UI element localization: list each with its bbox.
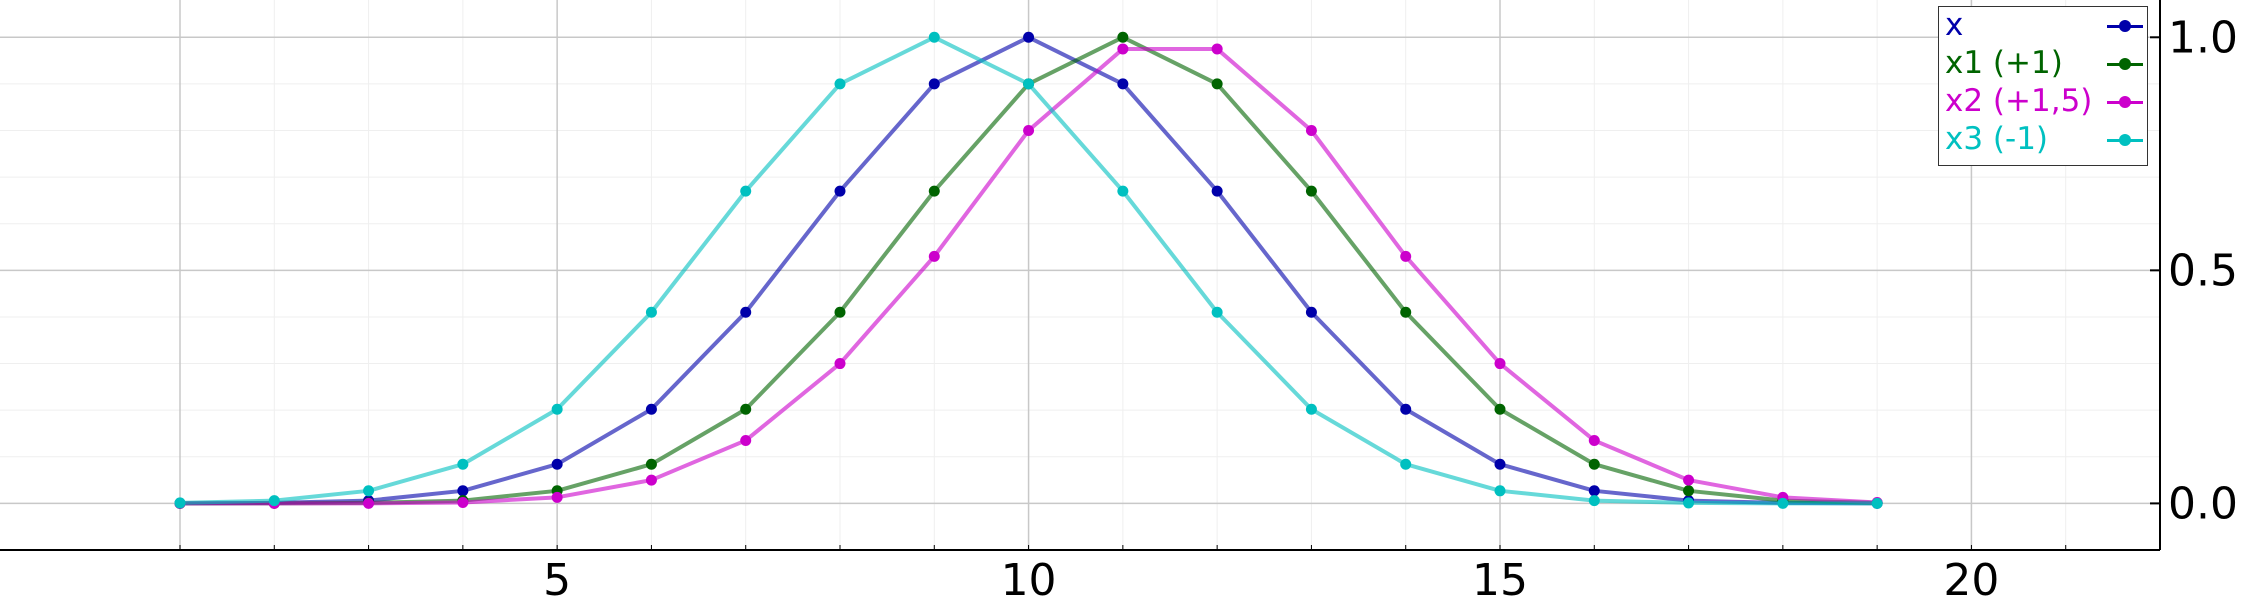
series-3-point (645, 474, 657, 486)
series-1-point (645, 403, 657, 415)
series-4-point (1023, 78, 1035, 90)
tick-labels: 5 10 15 20 0.0 0.5 1.0 (543, 12, 2238, 600)
series-4-point (1117, 185, 1129, 197)
series-2-point (928, 185, 940, 197)
series-4-point (1777, 497, 1789, 509)
series-4-point (1305, 403, 1317, 415)
series-1-point (1023, 31, 1035, 43)
legend-label: x (1945, 7, 1964, 43)
series-2-point (1305, 185, 1317, 197)
series-4-point (740, 185, 752, 197)
series-1-point (1305, 306, 1317, 318)
legend: x x1 (+1) x2 (+1,5) x3 (-1) (1938, 6, 2148, 166)
series-layer (174, 31, 1883, 509)
series-3-point (457, 496, 469, 508)
legend-label: x3 (-1) (1945, 121, 2049, 157)
series-3-point (740, 434, 752, 446)
series-4-point (1588, 495, 1600, 507)
series-2-point (645, 458, 657, 470)
series-3-point (928, 250, 940, 262)
axes (0, 0, 2161, 551)
legend-entry: x1 (+1) (1939, 45, 2149, 85)
series-1-point (1494, 458, 1506, 470)
series-4-point (1494, 485, 1506, 497)
series-3-point (1305, 125, 1317, 137)
series-3-point (1400, 250, 1412, 262)
series-3-point (1023, 125, 1035, 137)
series-4-point (268, 495, 280, 507)
legend-entry: x (1939, 7, 2149, 47)
series-4-point (928, 31, 940, 43)
series-4-point (174, 497, 186, 509)
legend-marker (2119, 96, 2131, 108)
series-3-point (363, 497, 375, 509)
series-4-point (457, 458, 469, 470)
plot-background (0, 0, 2160, 550)
series-2-point (834, 306, 846, 318)
series-3-point (1588, 434, 1600, 446)
series-3-point (1683, 474, 1695, 486)
series-1-point (928, 78, 940, 90)
series-4-point (1211, 306, 1223, 318)
series-2-point (1400, 306, 1412, 318)
x-tick-label: 15 (1472, 555, 1528, 600)
series-2-point (1211, 78, 1223, 90)
series-2-point (1683, 485, 1695, 497)
legend-marker (2119, 58, 2131, 70)
series-2-point (1117, 31, 1129, 43)
series-2-point (1588, 458, 1600, 470)
series-1-point (834, 185, 846, 197)
legend-marker (2119, 20, 2131, 32)
series-4-point (645, 306, 657, 318)
legend-entry: x2 (+1,5) (1939, 83, 2149, 123)
legend-entry: x3 (-1) (1939, 121, 2149, 161)
x-tick-label: 5 (543, 555, 571, 600)
series-1-point (457, 485, 469, 497)
series-3-point (1117, 43, 1129, 55)
series-1-point (1211, 185, 1223, 197)
series-1-point (551, 458, 563, 470)
legend-marker (2119, 134, 2131, 146)
series-1-point (1588, 485, 1600, 497)
series-2-point (740, 403, 752, 415)
series-3-point (1494, 358, 1506, 370)
series-4-point (834, 78, 846, 90)
series-4-point (1400, 458, 1412, 470)
series-3-point (1211, 43, 1223, 55)
series-3-point (834, 358, 846, 370)
series-4-point (551, 403, 563, 415)
series-1-point (740, 306, 752, 318)
series-4-point (1871, 497, 1883, 509)
y-tick-label: 0.5 (2168, 245, 2238, 296)
legend-label: x2 (+1,5) (1945, 83, 2093, 119)
series-4-point (363, 485, 375, 497)
y-tick-label: 1.0 (2168, 12, 2238, 63)
x-tick-label: 20 (1943, 555, 1999, 600)
x-tick-label: 10 (1001, 555, 1057, 600)
series-1-point (1117, 78, 1129, 90)
legend-label: x1 (+1) (1945, 45, 2063, 81)
series-4-point (1683, 497, 1695, 509)
y-tick-label: 0.0 (2168, 478, 2238, 529)
series-2-point (1494, 403, 1506, 415)
series-3-point (551, 491, 563, 503)
series-1-point (1400, 403, 1412, 415)
